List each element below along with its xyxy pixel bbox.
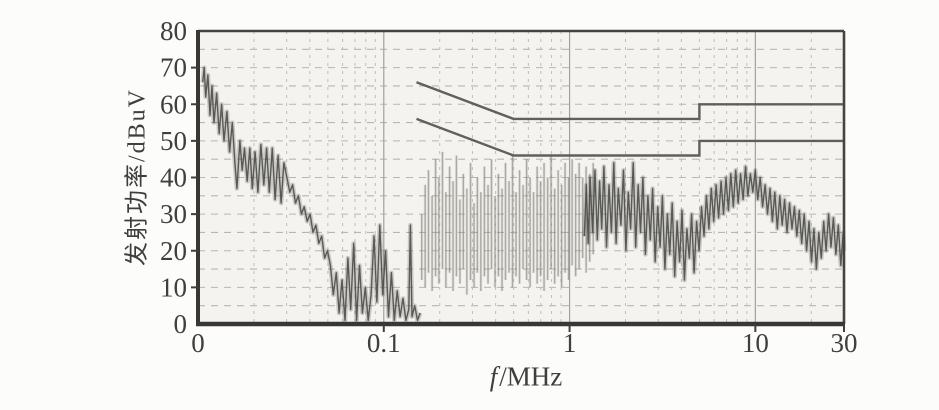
y-tick-label: 0 <box>174 309 188 339</box>
y-tick-label: 80 <box>160 16 187 46</box>
y-tick-label: 40 <box>160 163 187 193</box>
x-tick-label: 1 <box>563 328 577 358</box>
x-tick-label: 0.1 <box>367 328 401 358</box>
y-tick-label: 10 <box>160 272 187 302</box>
y-tick-label: 30 <box>160 199 187 229</box>
x-axis-title-unit: /MHz <box>499 361 563 392</box>
measured-emission-low-band <box>202 66 421 321</box>
y-axis-title: 发射功率/dBuV <box>124 87 151 267</box>
y-tick-label: 60 <box>160 89 187 119</box>
y-tick-label: 70 <box>160 53 187 83</box>
y-tick-label: 20 <box>160 236 187 266</box>
y-tick-label: 50 <box>160 126 187 156</box>
x-tick-label: 10 <box>742 328 769 358</box>
limit-line-average <box>416 117 844 157</box>
x-tick-label: 30 <box>831 328 858 358</box>
x-axis-title: f/MHz <box>490 362 563 393</box>
limit-line-quasi-peak <box>416 81 844 121</box>
x-axis-title-symbol: f <box>489 361 498 392</box>
x-tick-label: 0 <box>191 328 205 358</box>
measured-emission-high-band <box>583 162 845 281</box>
